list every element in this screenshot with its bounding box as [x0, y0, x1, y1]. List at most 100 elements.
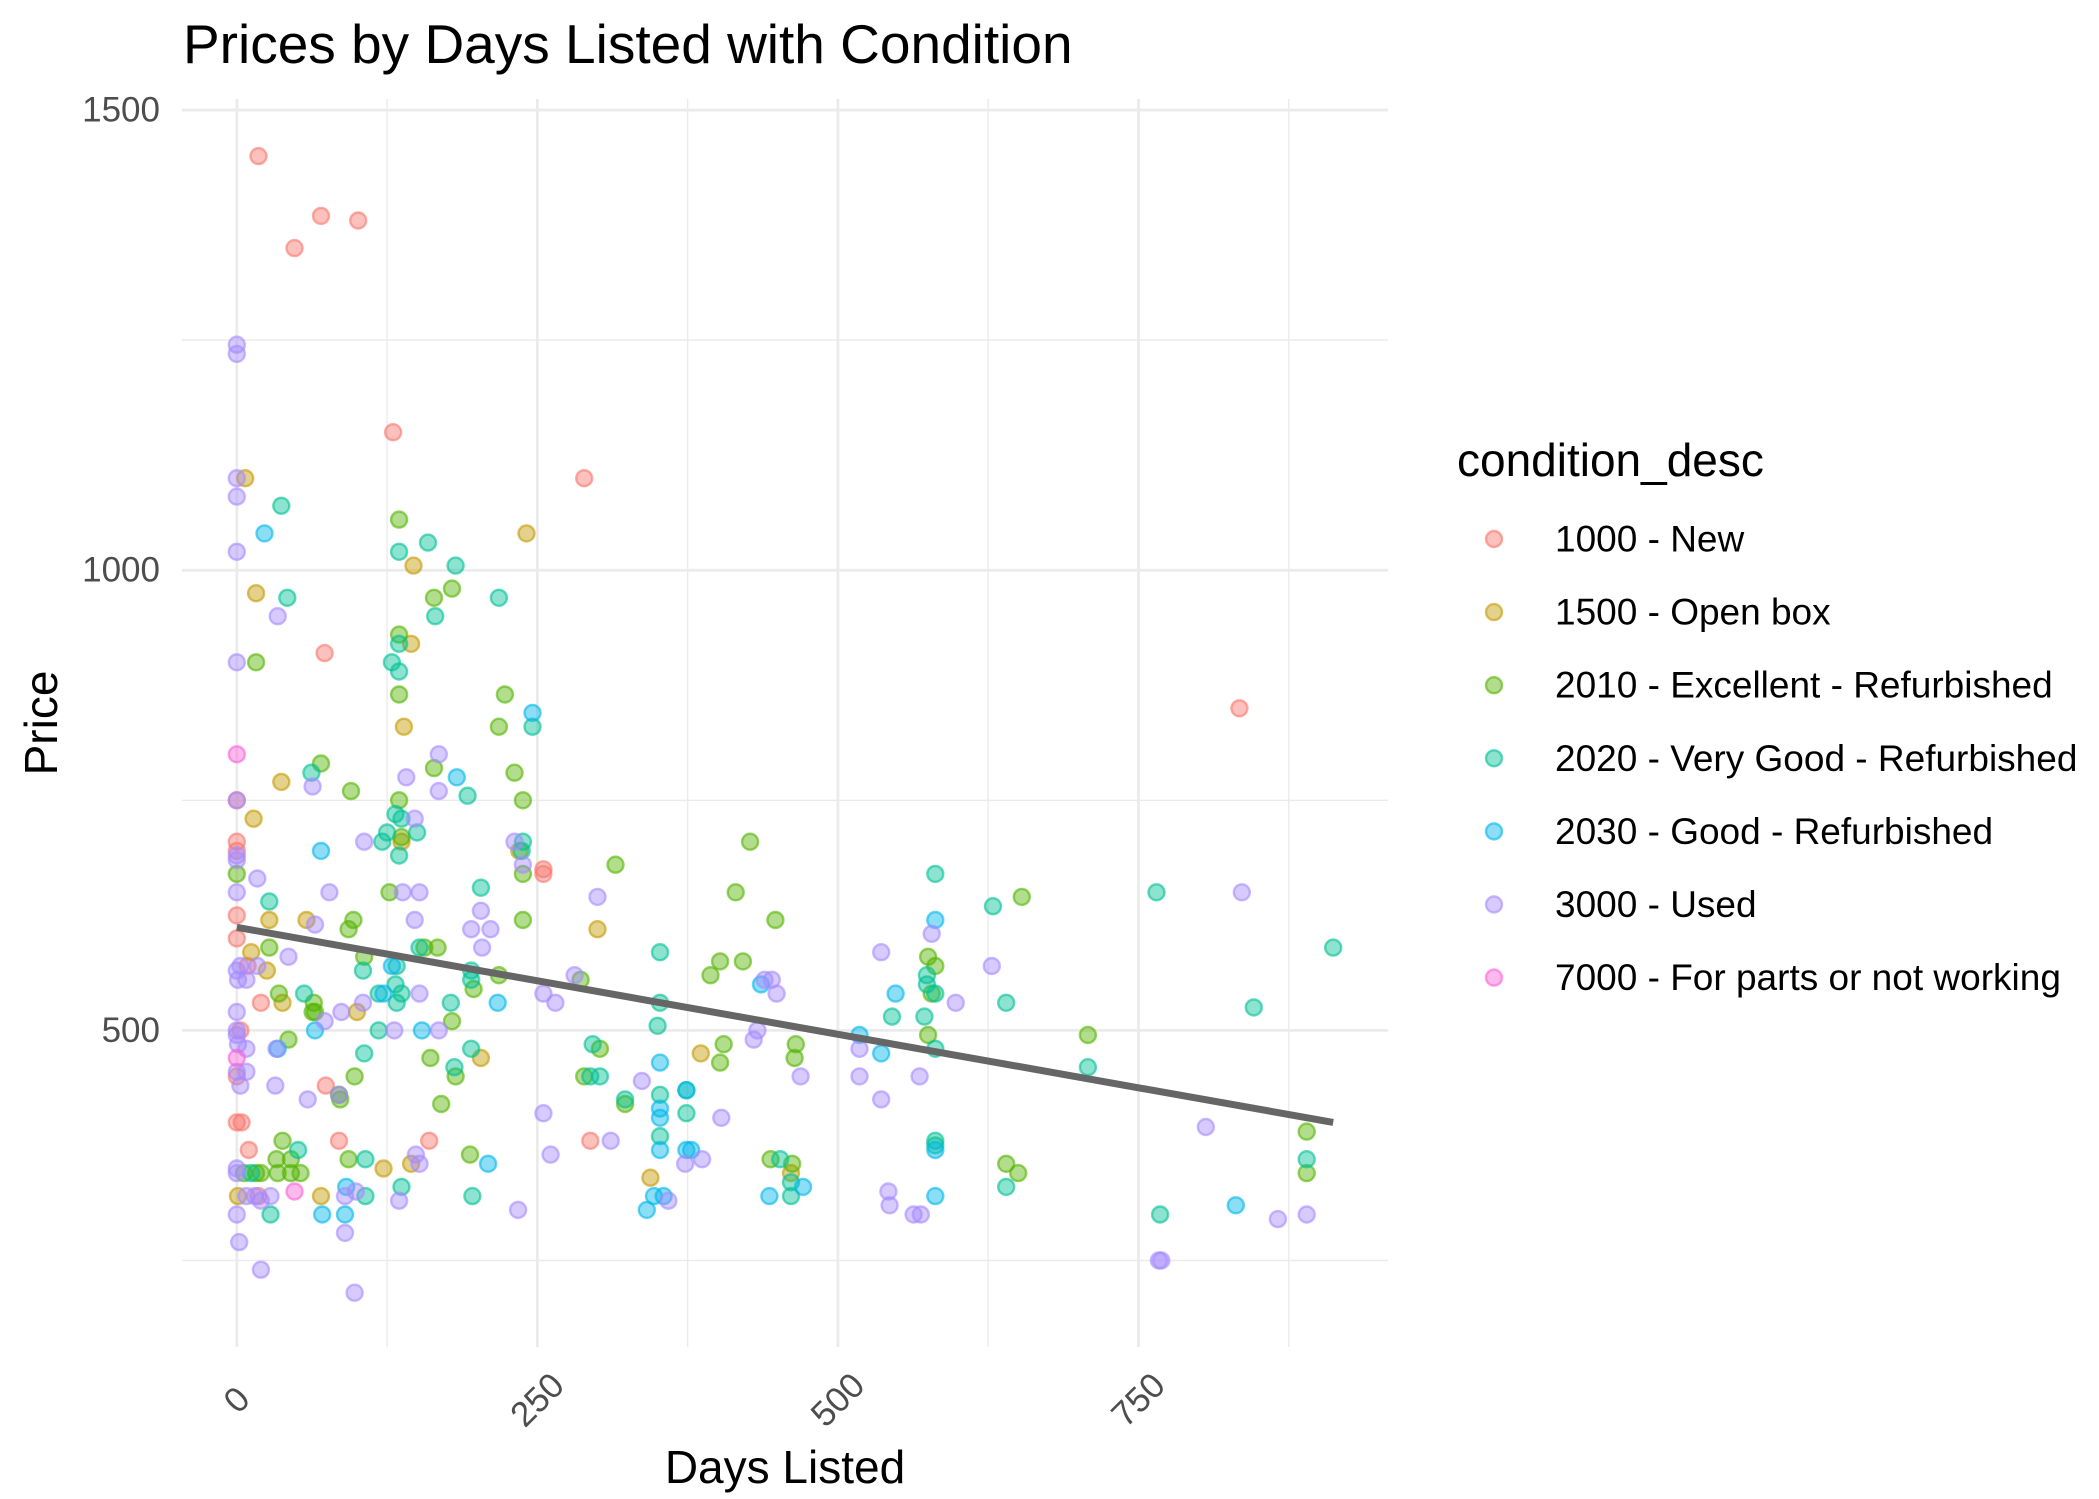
data-point [910, 1067, 929, 1086]
legend-label: 2020 - Very Good - Refurbished [1555, 738, 2077, 779]
data-point [227, 864, 247, 884]
data-point [926, 984, 945, 1003]
data-point [442, 1012, 462, 1031]
data-point [926, 864, 945, 884]
data-point [285, 1182, 304, 1201]
data-point [227, 1048, 247, 1068]
y-tick-label: 1000 [82, 551, 160, 590]
data-point [251, 1191, 271, 1210]
data-point [267, 1039, 286, 1059]
data-point [546, 993, 565, 1012]
data-point [850, 1039, 869, 1059]
data-point [781, 1186, 801, 1206]
data-point [410, 938, 429, 957]
data-point [1230, 699, 1249, 718]
data-point [442, 579, 462, 598]
data-point [406, 1145, 426, 1164]
data-point [588, 887, 607, 907]
data-point [872, 1044, 891, 1063]
data-point [517, 524, 536, 543]
data-point [1268, 1209, 1288, 1229]
data-point [446, 556, 465, 575]
data-point [767, 984, 786, 1003]
data-point [335, 1205, 355, 1224]
data-point [471, 878, 491, 897]
data-point [926, 1136, 945, 1155]
data-point [227, 906, 247, 925]
data-point [1297, 1163, 1316, 1183]
data-point [273, 1131, 292, 1151]
data-point [382, 956, 402, 976]
data-point [227, 850, 247, 870]
data-point [389, 846, 409, 865]
data-point [997, 993, 1016, 1012]
data-point [766, 910, 785, 930]
data-point [374, 1159, 393, 1178]
data-point [227, 846, 247, 865]
data-point [575, 469, 594, 488]
data-point [997, 1177, 1016, 1197]
data-point [922, 924, 941, 943]
data-point [691, 1044, 710, 1063]
data-point [302, 763, 321, 782]
data-point [601, 1131, 620, 1151]
data-point [650, 1099, 670, 1118]
data-point [279, 947, 298, 966]
data-point [227, 1113, 247, 1132]
data-point [387, 993, 406, 1012]
data-point [329, 1085, 349, 1105]
data-point [458, 786, 477, 805]
data-point [714, 1034, 733, 1054]
data-point [879, 1182, 898, 1201]
data-point [786, 1034, 805, 1054]
data-point [392, 984, 411, 1003]
data-point [648, 1016, 667, 1036]
data-point [311, 1186, 331, 1206]
data-point [389, 662, 409, 681]
data-point [513, 791, 533, 810]
data-point [534, 860, 553, 879]
data-point [294, 984, 314, 1003]
data-point [397, 768, 416, 787]
legend-key [1484, 895, 1504, 914]
data-point [505, 832, 524, 851]
data-point [650, 1108, 670, 1128]
data-point [315, 643, 334, 663]
data-point [1323, 938, 1343, 957]
data-point [268, 1163, 287, 1183]
y-tick-label: 500 [102, 1011, 160, 1050]
data-point [534, 984, 553, 1003]
data-point [332, 1002, 351, 1022]
data-point [460, 1145, 480, 1164]
data-point [249, 146, 268, 166]
data-point [227, 487, 247, 506]
data-point [513, 855, 533, 874]
data-point [872, 1090, 891, 1109]
data-point [410, 1154, 429, 1174]
data-point [850, 1067, 869, 1086]
data-point [268, 607, 287, 626]
data-point [383, 423, 403, 442]
legend-label: 3000 - Used [1555, 884, 1757, 925]
data-point [374, 984, 393, 1003]
data-point [1078, 1025, 1098, 1045]
data-point [269, 984, 289, 1003]
data-point [793, 1177, 813, 1197]
data-point [523, 717, 542, 736]
data-point [380, 883, 399, 902]
data-point [244, 809, 263, 828]
data-point [1244, 998, 1264, 1017]
data-point [246, 1163, 266, 1183]
data-point [882, 1007, 902, 1026]
legend-label: 1500 - Open box [1555, 592, 1831, 633]
data-point [285, 238, 304, 258]
data-point [424, 588, 444, 607]
data-point [291, 1163, 310, 1183]
data-point [345, 1283, 364, 1302]
grid-lines [182, 99, 1388, 1347]
data-point [288, 1140, 308, 1160]
legend-title: condition_desc [1457, 434, 1764, 486]
data-point [227, 791, 247, 810]
data-point [462, 1039, 481, 1059]
data-point [320, 883, 339, 902]
